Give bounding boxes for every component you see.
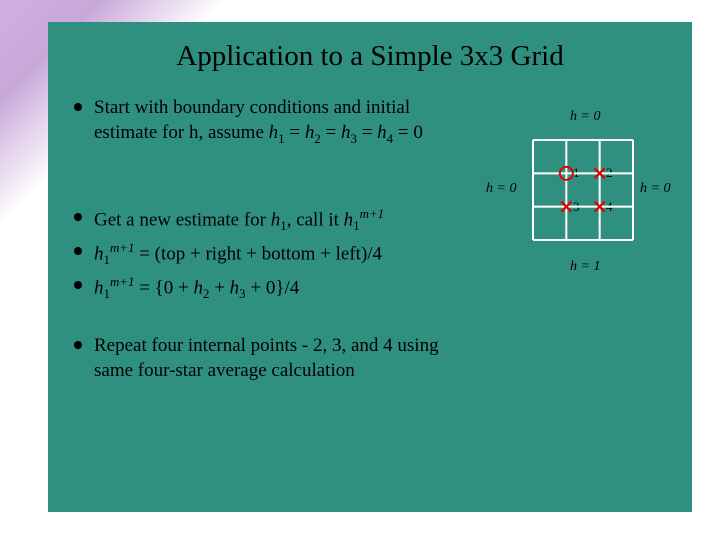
bullet-3: h1m+1 = (top + right + bottom + left)/4 bbox=[72, 239, 382, 268]
grid-svg bbox=[528, 135, 638, 245]
label-left: h = 0 bbox=[486, 181, 516, 197]
grid-diagram: h = 0 h = 0 h = 0 h = 1 1 2 3 4 bbox=[478, 109, 678, 299]
var-h3b: h bbox=[230, 277, 240, 298]
slide-title: Application to a Simple 3x3 Grid bbox=[72, 40, 668, 73]
bullet-2: Get a new estimate for h1, call it h1m+1 bbox=[72, 205, 384, 234]
bullet-4: h1m+1 = {0 + h2 + h3 + 0}/4 bbox=[72, 273, 299, 302]
label-right: h = 0 bbox=[640, 181, 670, 197]
var-h3: h bbox=[341, 122, 351, 143]
var-h1c: h bbox=[94, 243, 104, 264]
var-h1b: h bbox=[271, 209, 281, 230]
var-h1: h bbox=[269, 122, 279, 143]
label-top: h = 0 bbox=[570, 109, 600, 125]
var-h1m: h bbox=[344, 209, 354, 230]
bullet-5: Repeat four internal points - 2, 3, and … bbox=[72, 333, 472, 383]
bullet-2-text: Get a new estimate for bbox=[94, 209, 271, 230]
var-h2: h bbox=[305, 122, 315, 143]
slide-content: Start with boundary conditions and initi… bbox=[72, 95, 668, 495]
bullet-1: Start with boundary conditions and initi… bbox=[72, 95, 472, 147]
sup-m1: m+1 bbox=[360, 206, 384, 221]
var-h2b: h bbox=[194, 277, 204, 298]
label-bottom: h = 1 bbox=[570, 259, 600, 275]
bullet-3-text: = (top + right + bottom + left)/4 bbox=[134, 243, 382, 264]
slide: Application to a Simple 3x3 Grid Start w… bbox=[48, 22, 692, 512]
var-h4: h bbox=[377, 122, 387, 143]
var-h1d: h bbox=[94, 277, 104, 298]
